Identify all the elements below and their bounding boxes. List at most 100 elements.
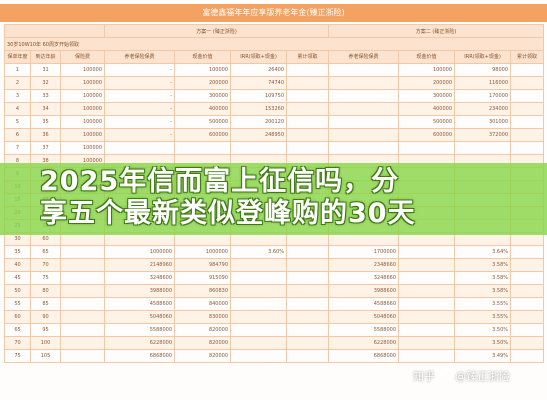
table-cell: 105 xyxy=(30,349,61,363)
table-cell: 600000 xyxy=(174,128,232,142)
table-cell xyxy=(510,141,545,155)
table-cell: 840000 xyxy=(174,297,232,311)
sub-header-label: 30岁10W10年 60周岁开始领取 xyxy=(3,37,545,51)
table-cell xyxy=(230,336,288,350)
table-cell: 915090 xyxy=(174,271,232,285)
table-cell xyxy=(59,284,106,298)
table-cell: 3.50% xyxy=(454,323,512,337)
table-cell xyxy=(510,349,545,363)
table-cell xyxy=(286,102,330,116)
table-cell: 248950 xyxy=(230,128,288,142)
table-cell: 40 xyxy=(4,258,31,272)
table-cell xyxy=(398,323,456,337)
table-row: 65 95 5588000 820000 5588000 3.50% xyxy=(4,323,545,337)
table-cell: 75 xyxy=(30,271,61,285)
sub-header-row: 30岁10W10年 60周岁开始领取 xyxy=(3,37,545,51)
table-cell xyxy=(510,128,545,142)
table-cell: 60 xyxy=(30,232,61,246)
table-cell: 600000 xyxy=(398,128,456,142)
table-cell xyxy=(398,336,456,350)
table-cell: 5048060 xyxy=(328,310,400,324)
sheet-title: 富德鑫福年年应享版养老年金(臻正浙险) xyxy=(0,4,547,22)
table-cell: 100000 xyxy=(59,76,106,90)
table-cell xyxy=(398,349,456,363)
table-cell xyxy=(510,336,545,350)
table-cell: 3.55% xyxy=(454,297,512,311)
table-cell: 45 xyxy=(4,271,31,285)
table-cell xyxy=(286,336,330,350)
table-cell: 3.64% xyxy=(454,245,512,259)
table-row: 60 90 5048060 830000 5048060 3.55% xyxy=(4,310,545,324)
table-row: 4 34 100000-400000 153260 400000 234000 xyxy=(4,102,545,116)
column-header: 现金价值 xyxy=(398,50,456,64)
column-header: 累计领取 xyxy=(286,50,330,64)
table-cell xyxy=(454,232,512,246)
column-header: 养老保险保费 xyxy=(104,50,176,64)
plan-header-two: 方案二 (臻正浙险) xyxy=(328,24,545,38)
table-cell xyxy=(286,349,330,363)
table-cell: 500000 xyxy=(174,115,232,129)
table-cell: 3248600 xyxy=(104,271,176,285)
table-cell: 2148960 xyxy=(104,258,176,272)
table-cell: - xyxy=(104,102,176,116)
table-cell xyxy=(398,232,456,246)
table-cell: 26400 xyxy=(230,63,288,77)
table-row: 2 32 100000-200000 74740 200000 116000 xyxy=(4,76,545,90)
table-cell: 5 xyxy=(4,115,31,129)
table-cell: 6 xyxy=(4,128,31,142)
table-cell: 170000 xyxy=(454,89,512,103)
table-cell xyxy=(59,323,106,337)
table-cell: 4588660 xyxy=(328,297,400,311)
plan-header-row: 方案一 (臻正浙险) 方案二 (臻正浙险) xyxy=(3,24,545,38)
table-cell xyxy=(286,76,330,90)
table-cell: 100000 xyxy=(174,63,232,77)
table-cell: 35 xyxy=(30,115,61,129)
watermark-site: 知乎 xyxy=(413,370,435,383)
column-header-row: 保单年度 到达年龄 保险费 养老保险保费 现金价值 IRR(领取+现金) 累计领取 养老保险保… xyxy=(4,50,545,64)
table-cell xyxy=(510,102,545,116)
table-cell xyxy=(328,76,400,90)
table-cell: 36 xyxy=(30,128,61,142)
table-cell xyxy=(286,141,330,155)
table-cell xyxy=(510,63,545,77)
table-row: 30 60 xyxy=(4,232,545,246)
table-cell xyxy=(328,89,400,103)
table-cell: 234000 xyxy=(454,102,512,116)
watermark-author: @臻正浙险 xyxy=(455,370,510,383)
table-cell xyxy=(328,141,400,155)
table-cell: 100 xyxy=(30,336,61,350)
table-cell: 75 xyxy=(4,349,31,363)
column-header: 保险费 xyxy=(59,50,106,64)
table-cell: 3.60% xyxy=(230,245,288,259)
table-cell: 3.50% xyxy=(454,336,512,350)
table-cell xyxy=(59,310,106,324)
table-cell xyxy=(510,89,545,103)
table-cell xyxy=(328,128,400,142)
table-cell xyxy=(328,102,400,116)
table-row: 55 85 4588600 840000 4588660 3.55% xyxy=(4,297,545,311)
table-cell: 6868000 xyxy=(328,349,400,363)
table-cell xyxy=(230,297,288,311)
table-cell: 5588000 xyxy=(104,323,176,337)
table-cell: 6868000 xyxy=(104,349,176,363)
table-cell: 3.55% xyxy=(454,310,512,324)
table-cell: 65 xyxy=(4,323,31,337)
table-cell: 153260 xyxy=(230,102,288,116)
table-cell: 31 xyxy=(30,63,61,77)
table-cell xyxy=(230,310,288,324)
watermark-circle-icon xyxy=(441,369,453,381)
table-cell: 3.58% xyxy=(454,271,512,285)
watermark: 知乎 @臻正浙险 xyxy=(413,368,510,384)
table-cell: 74740 xyxy=(230,76,288,90)
table-cell: 33 xyxy=(30,89,61,103)
table-cell: 98000 xyxy=(454,63,512,77)
table-cell: 7 xyxy=(4,141,31,155)
table-row: 50 80 3988000 860830 3988600 3.58% xyxy=(4,284,545,298)
table-cell: 109750 xyxy=(230,89,288,103)
column-header: 保单年度 xyxy=(4,50,31,64)
table-cell xyxy=(510,310,545,324)
table-cell: 200000 xyxy=(398,76,456,90)
table-cell xyxy=(286,271,330,285)
table-cell: 100000 xyxy=(59,141,106,155)
table-cell xyxy=(174,141,232,155)
